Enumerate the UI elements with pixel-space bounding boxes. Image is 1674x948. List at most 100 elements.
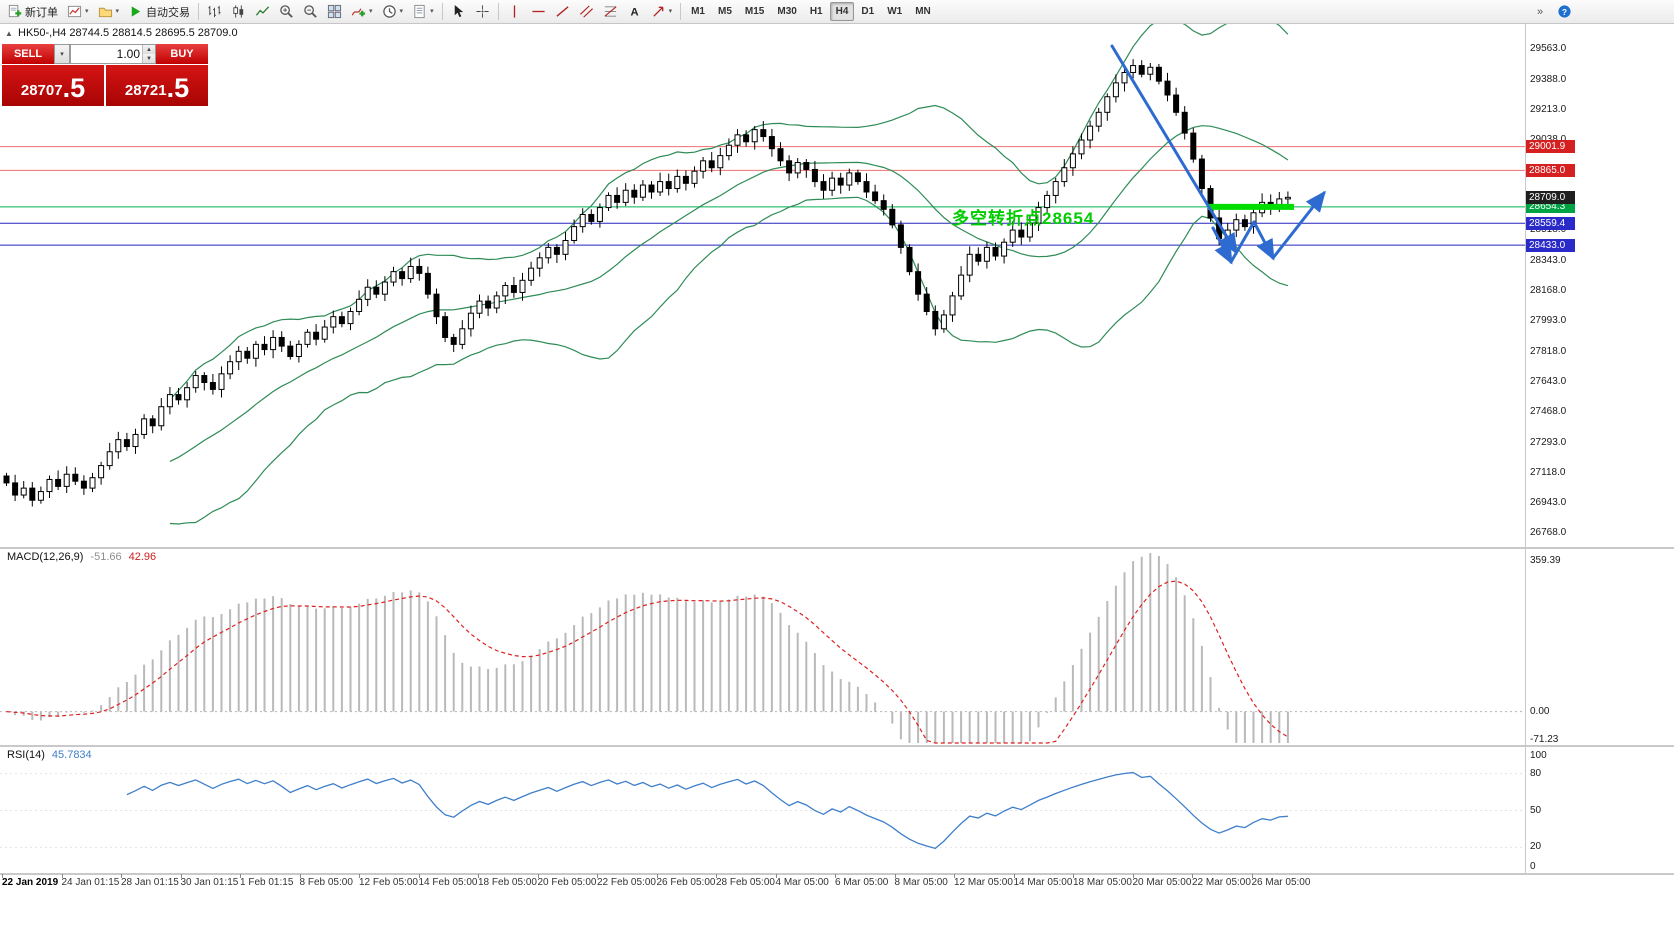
periods-button[interactable]: ▾: [378, 2, 408, 22]
candle-body: [338, 316, 345, 325]
timeframe-m5[interactable]: M5: [718, 6, 732, 17]
time-axis-label: 12 Mar 05:00: [954, 877, 1013, 888]
rsi-scale-0: 0: [1530, 861, 1536, 872]
horizontal-line-tool[interactable]: [527, 2, 550, 22]
cursor-icon: [454, 4, 463, 18]
macd-signal-value: 42.96: [128, 551, 157, 563]
drawn-arrow-4[interactable]: [1252, 220, 1275, 261]
indicators-button[interactable]: ▾: [347, 2, 377, 22]
timeframe-w1[interactable]: W1: [887, 6, 903, 17]
candle-body: [1284, 196, 1291, 200]
candle-body: [579, 213, 586, 228]
drawn-arrow-2[interactable]: [1211, 226, 1233, 265]
volume-box: ▲ ▼: [70, 44, 156, 64]
price-axis-label: 29038.0: [1530, 134, 1566, 145]
line-chart-type-button[interactable]: [251, 2, 274, 22]
tile-windows-button[interactable]: [323, 2, 346, 22]
toolbar-separator: [680, 3, 682, 20]
candle-body: [1069, 153, 1076, 169]
timeframe-d1[interactable]: D1: [861, 6, 875, 17]
timeframe-m15[interactable]: M15: [744, 6, 765, 17]
trendline-tool[interactable]: [551, 2, 574, 22]
candle-body: [1001, 241, 1008, 257]
timeframe-m1[interactable]: M1: [691, 6, 705, 17]
vertical-line-tool[interactable]: [503, 2, 526, 22]
candle-body: [1155, 66, 1162, 82]
bar-chart-type-button[interactable]: [203, 2, 226, 22]
time-axis-tick: [2, 874, 3, 878]
toolbar-separator: [198, 3, 200, 20]
price-axis-label: 29388.0: [1530, 73, 1567, 85]
timeframe-mn[interactable]: MN: [915, 6, 931, 17]
candle-body: [872, 191, 879, 202]
drawn-arrow-1[interactable]: [1110, 44, 1238, 255]
volume-input[interactable]: [71, 45, 142, 63]
vertical-line-icon: [513, 5, 515, 18]
candle-body: [949, 295, 956, 316]
candle-body: [12, 482, 19, 496]
price-badge-28559.4: 28559.4: [1526, 216, 1575, 230]
sell-price-display[interactable]: 28707 .5: [2, 65, 104, 106]
time-axis-tick: [180, 874, 182, 878]
candle-body: [433, 293, 440, 318]
macd-panel-splitter[interactable]: [0, 547, 1674, 549]
rsi-panel-splitter[interactable]: [0, 745, 1674, 747]
zoom-out-button[interactable]: [299, 2, 322, 22]
one-click-toggle-icon[interactable]: ▲: [5, 29, 13, 38]
time-axis-label: 14 Feb 05:00: [418, 877, 478, 888]
autotrading-button[interactable]: 自动交易: [124, 2, 194, 22]
volume-decrease-button[interactable]: ▼: [143, 54, 155, 63]
rsi-scale-20: 20: [1530, 841, 1542, 853]
time-axis-border: [0, 873, 1674, 875]
templates-button[interactable]: ▾: [408, 2, 438, 22]
timeframe-m30[interactable]: M30: [777, 6, 797, 17]
new-chart-button[interactable]: ▾: [63, 2, 93, 22]
turning-point-annotation[interactable]: 多空转折点28654: [952, 209, 1095, 228]
community-button[interactable]: ?: [1553, 2, 1576, 22]
new-order-button[interactable]: 新订单: [3, 2, 62, 22]
candle-body: [89, 477, 96, 489]
cursor-button[interactable]: [447, 2, 470, 22]
buy-button[interactable]: BUY: [156, 44, 208, 64]
time-axis-tick: [537, 874, 539, 878]
candle-body: [519, 279, 526, 293]
candle-body: [192, 375, 199, 389]
arrows-tool[interactable]: ▾: [647, 2, 677, 22]
time-axis-tick: [1132, 874, 1134, 878]
volume-increase-button[interactable]: ▲: [143, 45, 155, 54]
fibonacci-tool[interactable]: [599, 2, 622, 22]
candle-body: [459, 328, 466, 345]
candle-body: [932, 310, 939, 330]
candle-body: [734, 134, 741, 146]
price-divider: [104, 65, 106, 106]
price-axis-label: 27993.0: [1530, 315, 1567, 327]
buy-price-display[interactable]: 28721 .5: [106, 65, 208, 106]
candle-body: [132, 433, 139, 448]
candle-body: [485, 300, 492, 309]
candlestick-type-button[interactable]: [227, 2, 250, 22]
timeframe-h1[interactable]: H1: [809, 6, 823, 17]
channel-tool[interactable]: [575, 2, 598, 22]
candle-body: [1216, 217, 1223, 240]
drawn-arrow-5[interactable]: [1271, 190, 1326, 260]
candle-body: [691, 170, 698, 184]
candle-body: [803, 162, 810, 170]
drawn-arrow-3[interactable]: [1229, 220, 1256, 264]
candle-body: [493, 295, 500, 309]
community-icon: ?: [1558, 5, 1571, 18]
time-axis-label: 22 Feb 05:00: [597, 877, 656, 888]
profiles-button[interactable]: ▾: [94, 2, 124, 22]
timeframe-h4[interactable]: H4: [829, 2, 855, 21]
price-axis-label: 27818.0: [1530, 345, 1567, 357]
rsi-line: [126, 771, 1288, 850]
toolbar-overflow-button[interactable]: »: [1529, 2, 1551, 22]
sell-button[interactable]: SELL: [2, 44, 54, 64]
order-type-dropdown[interactable]: ▾: [54, 44, 70, 64]
candle-body: [768, 136, 775, 150]
text-tool[interactable]: A: [623, 2, 646, 22]
candle-body: [897, 224, 904, 248]
candle-body: [631, 189, 638, 198]
crosshair-button[interactable]: [471, 2, 494, 22]
zoom-in-button[interactable]: [275, 2, 298, 22]
overflow-icon: »: [1536, 5, 1544, 18]
